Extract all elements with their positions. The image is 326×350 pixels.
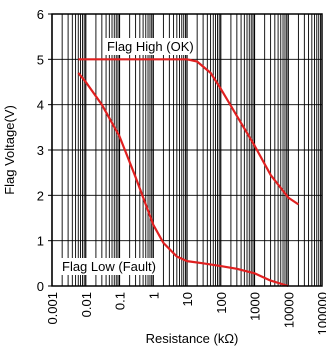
y-tick-label: 5 (37, 52, 44, 67)
x-tick-label: 10 (180, 292, 195, 306)
series-line-2 (77, 72, 289, 288)
y-tick-label: 1 (37, 234, 44, 249)
y-tick-label: 2 (37, 188, 44, 203)
x-tick-label: 1 (146, 292, 161, 299)
x-axis-label: Resistance (kΩ) (146, 331, 239, 346)
x-tick-label: 10000 (281, 292, 296, 328)
y-tick-label: 4 (37, 98, 44, 113)
y-tick-label: 6 (37, 7, 44, 22)
annotation-flag-low: Flag Low (Fault) (62, 259, 156, 274)
series-line-1 (78, 58, 300, 206)
x-tick-label: 1000 (248, 292, 263, 321)
series-group (77, 58, 300, 288)
y-tick-label: 3 (37, 143, 44, 158)
x-tick-label: 100 (214, 292, 229, 314)
annotation-flag-high: Flag High (OK) (107, 39, 194, 54)
y-axis-label: Flag Voltage(V) (2, 105, 17, 195)
x-tick-labels: 0.001 0.01 0.1 1 10 100 1000 10000 100000 (45, 292, 326, 335)
y-tick-label: 0 (37, 279, 44, 294)
annotation-flag-low-bg (60, 258, 158, 275)
annotation-flag-high-bg (105, 38, 196, 55)
y-tick-labels: 0 1 2 3 4 5 6 (37, 7, 52, 294)
x-tick-label: 0.001 (45, 292, 60, 325)
x-tick-label: 0.1 (113, 292, 128, 310)
x-tick-label: 0.01 (79, 292, 94, 317)
x-tick-label: 100000 (315, 292, 326, 335)
